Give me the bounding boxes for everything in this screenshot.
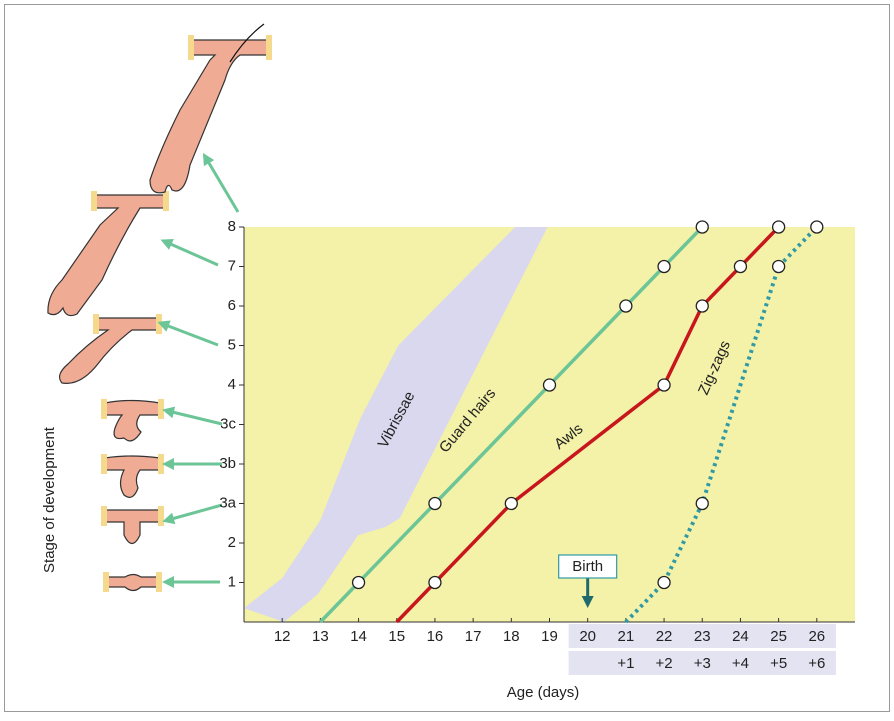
x2-tick-label: +4 xyxy=(732,655,749,672)
x-tick-label: 20 xyxy=(579,628,596,645)
x-tick-label: 24 xyxy=(732,628,749,645)
y-tick-label: 3c xyxy=(220,415,236,432)
y-tick-label: 8 xyxy=(228,218,236,235)
point xyxy=(658,379,670,391)
point xyxy=(773,261,785,273)
x-tick-label: 13 xyxy=(312,628,329,645)
point xyxy=(429,498,441,510)
point xyxy=(620,300,632,312)
point xyxy=(658,577,670,589)
x-tick-label: 26 xyxy=(808,628,825,645)
y-tick-label: 4 xyxy=(228,376,236,393)
x-tick-label: 23 xyxy=(694,628,711,645)
point xyxy=(734,261,746,273)
x-tick-label: 16 xyxy=(427,628,444,645)
point xyxy=(696,498,708,510)
x-tick-label: 14 xyxy=(350,628,367,645)
x-tick-label: 25 xyxy=(770,628,787,645)
y-tick-label: 3a xyxy=(219,494,236,511)
y-tick-label: 5 xyxy=(228,336,236,353)
y-tick-label: 7 xyxy=(228,257,236,274)
y-tick-label: 2 xyxy=(228,534,236,551)
point xyxy=(353,577,365,589)
point xyxy=(811,221,823,233)
illustrations xyxy=(48,24,272,592)
point xyxy=(773,221,785,233)
point xyxy=(696,300,708,312)
x-tick-label: 19 xyxy=(541,628,558,645)
point xyxy=(429,577,441,589)
chart: Stage of development Age (days) Vibrissa… xyxy=(0,0,894,716)
y-tick-label: 1 xyxy=(228,573,236,590)
annotation-text: Birth xyxy=(572,558,603,575)
x2-tick-label: +1 xyxy=(617,655,634,672)
y-tick-label: 6 xyxy=(228,297,236,314)
x-tick-label: 12 xyxy=(274,628,291,645)
y-tick-label: 3b xyxy=(219,455,236,472)
x-tick-label: 21 xyxy=(618,628,635,645)
point xyxy=(505,498,517,510)
x-tick-label: 15 xyxy=(388,628,405,645)
x-axis-label: Age (days) xyxy=(507,684,580,701)
x2-tick-label: +2 xyxy=(656,655,673,672)
x-tick-label: 22 xyxy=(656,628,673,645)
y-axis-label: Stage of development xyxy=(41,426,58,573)
x-tick-label: 17 xyxy=(465,628,482,645)
x-tick-label: 18 xyxy=(503,628,520,645)
x2-tick-label: +5 xyxy=(770,655,787,672)
point xyxy=(658,261,670,273)
point xyxy=(544,379,556,391)
x2-tick-label: +6 xyxy=(808,655,825,672)
x2-tick-label: +3 xyxy=(694,655,711,672)
point xyxy=(696,221,708,233)
